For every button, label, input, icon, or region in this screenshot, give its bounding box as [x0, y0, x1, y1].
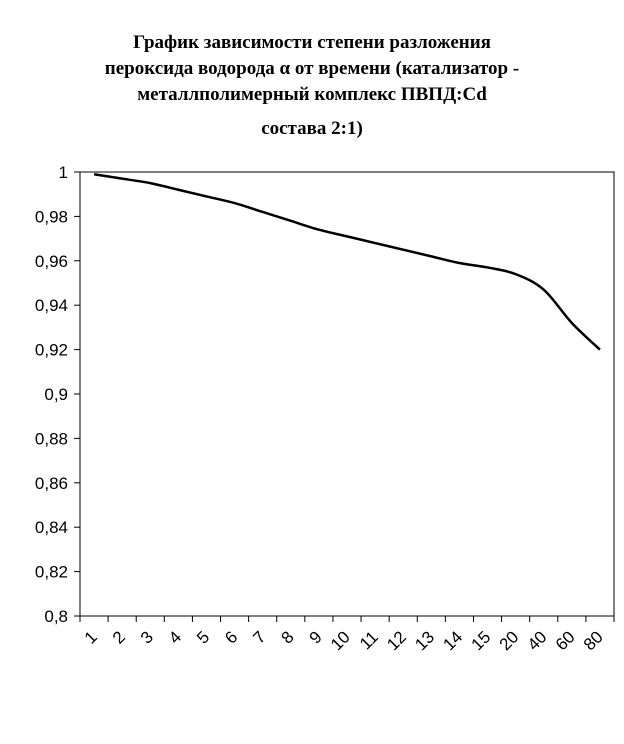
y-tick-label: 0,98 — [35, 207, 68, 226]
y-axis: 1 0,98 0,96 0,94 0,92 0,9 0,88 0,86 0,84 0,82 0,8 — [35, 163, 80, 626]
x-tick-label: 10 — [327, 627, 354, 654]
x-tick-label: 8 — [277, 627, 297, 647]
x-tick-label: 6 — [221, 627, 241, 647]
x-tick-label: 4 — [165, 627, 185, 647]
y-tick-label: 0,82 — [35, 563, 68, 582]
y-tick-label: 0,94 — [35, 296, 68, 315]
y-tick-label: 0,8 — [44, 607, 68, 626]
x-tick-label: 11 — [356, 627, 382, 653]
chart-title: График зависимости степени разложения пе… — [0, 30, 624, 142]
x-tick-label: 15 — [468, 627, 495, 654]
x-tick-label: 20 — [496, 627, 523, 654]
x-tick-label: 14 — [439, 627, 466, 654]
chart-title-line-3: металлполимерный комплекс ПВПД:Cd — [137, 84, 487, 105]
y-tick-label: 0,84 — [35, 518, 68, 537]
y-tick-label: 0,92 — [35, 341, 68, 360]
y-tick-label: 0,96 — [35, 252, 68, 271]
chart-title-line-1: График зависимости степени разложения — [133, 32, 491, 53]
x-tick-label: 60 — [552, 627, 579, 654]
x-tick-label: 1 — [81, 627, 101, 647]
chart-title-line-2: пероксида водорода α от времени (катализ… — [104, 58, 520, 79]
plot-area — [79, 171, 615, 617]
x-tick-label: 7 — [249, 627, 269, 647]
x-axis: 1 2 3 4 5 6 7 8 9 10 11 12 13 14 15 20 40 60 80 — [79, 616, 615, 654]
x-tick-label: 3 — [137, 627, 157, 647]
series-line — [93, 172, 601, 351]
y-tick-label: 0,88 — [35, 429, 68, 448]
x-tick-label: 9 — [306, 627, 326, 647]
y-tick-label: 1 — [59, 163, 68, 182]
x-tick-label: 12 — [383, 627, 410, 654]
x-tick-label: 13 — [411, 627, 438, 654]
x-tick-label: 2 — [109, 627, 129, 647]
x-tick-label: 5 — [193, 627, 213, 647]
y-tick-label: 0,86 — [35, 474, 68, 493]
y-tick-label: 0,9 — [44, 385, 68, 404]
x-tick-label: 80 — [580, 627, 607, 654]
x-tick-label: 40 — [524, 627, 551, 654]
chart-title-line-4: состава 2:1) — [261, 118, 363, 139]
